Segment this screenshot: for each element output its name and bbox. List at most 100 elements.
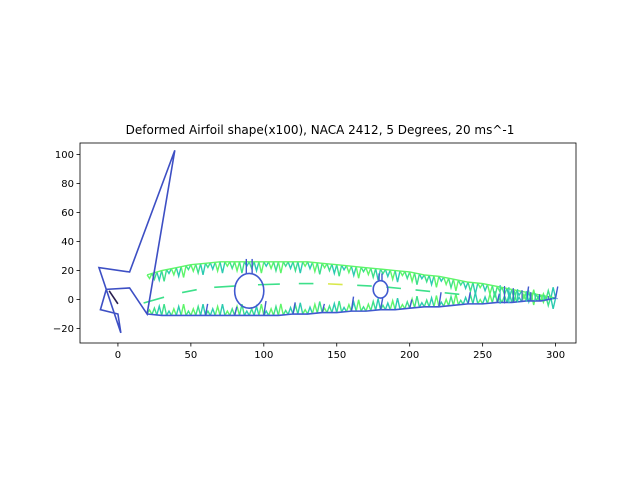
upper-deformation-mark <box>268 261 275 271</box>
upper-deformation-mark <box>316 262 323 275</box>
upper-deformation-mark <box>302 261 309 268</box>
upper-deformation-mark <box>233 261 241 274</box>
lower-deformation-mark <box>229 306 236 316</box>
upper-deformation-mark <box>409 271 416 285</box>
x-tick-label: 0 <box>115 350 121 361</box>
lower-deformation-mark <box>175 303 182 316</box>
y-tick-label: −20 <box>53 324 74 335</box>
lower-deformation-mark <box>287 305 294 315</box>
camber-dash <box>257 283 280 286</box>
upper-deformation-mark <box>481 283 489 293</box>
upper-deformation-mark <box>199 263 207 275</box>
lower-deformation-mark <box>404 299 411 309</box>
x-axis: 0 50 100 150 200 250 300 <box>115 343 565 361</box>
front-wire-dark-segment <box>108 290 119 305</box>
upper-deformation-mark <box>156 270 163 283</box>
lower-deformation-mark <box>550 287 557 300</box>
lower-deformation-mark <box>190 306 197 316</box>
lower-deformation-mark <box>277 303 284 316</box>
front-wire-line <box>97 149 176 334</box>
lower-spike-mark <box>554 286 559 299</box>
lower-deformation-mark <box>418 301 425 308</box>
x-tick-label: 100 <box>254 350 273 361</box>
lower-deformation-mark <box>272 303 280 316</box>
axes-frame <box>79 142 577 344</box>
lower-deformation-mark <box>151 306 158 316</box>
lower-deformation-mark <box>161 304 168 316</box>
upper-deformation-mark <box>447 278 455 291</box>
y-axis: −20 0 20 40 60 80 100 <box>53 150 80 335</box>
upper-deformation-mark <box>413 272 421 285</box>
camber-dash <box>357 284 372 287</box>
upper-deformation-mark <box>360 266 367 274</box>
upper-deformation-mark <box>282 261 289 268</box>
y-tick-label: 100 <box>55 150 74 161</box>
x-tick-label: 50 <box>185 350 198 361</box>
upper-deformation-mark <box>379 268 386 276</box>
upper-deformation-mark <box>535 293 542 301</box>
lower-deformation-mark <box>472 292 479 305</box>
lower-deformation-mark <box>477 298 484 305</box>
lower-spike-mark <box>350 296 355 312</box>
upper-deformation-mark <box>355 266 362 279</box>
upper-deformation-mark <box>161 269 168 282</box>
upper-deformation-mark <box>384 269 391 279</box>
lower-deformation-mark <box>370 298 377 311</box>
lower-deformation-mark <box>423 298 430 308</box>
upper-deformation-mark <box>443 277 450 287</box>
lower-spike-mark <box>496 293 501 303</box>
lower-deformation-mark <box>258 304 265 316</box>
lower-deformation-mark <box>326 303 333 313</box>
upper-deformation-mark <box>350 266 357 279</box>
x-tick-label: 150 <box>327 350 346 361</box>
upper-deformation-mark <box>175 266 182 279</box>
series-group <box>97 149 559 334</box>
upper-deformation-mark <box>253 261 260 274</box>
upper-deformation-mark <box>374 268 382 281</box>
lower-deformation-mark <box>457 298 464 306</box>
y-tick-label: 80 <box>61 179 74 190</box>
lower-deformation-mark <box>481 294 489 305</box>
upper-deformation-mark <box>321 262 328 270</box>
y-tick-label: 0 <box>68 295 74 306</box>
lower-deformation-mark <box>433 295 440 307</box>
upper-deformation-mark <box>399 270 406 278</box>
camber-dash <box>181 288 197 294</box>
lower-spike-mark <box>409 299 413 309</box>
lower-deformation-mark <box>331 300 338 313</box>
lower-deformation-mark <box>243 309 250 316</box>
lower-spike-mark <box>379 297 384 310</box>
lower-spike-mark <box>233 306 238 316</box>
upper-deformation-mark <box>423 274 430 284</box>
x-tick-label: 250 <box>473 350 492 361</box>
lower-spike-mark <box>321 303 326 313</box>
y-tick-label: 20 <box>61 266 74 277</box>
upper-deformation-mark <box>331 264 338 277</box>
lower-deformation-mark <box>219 304 226 316</box>
lower-deformation-mark <box>535 295 542 302</box>
lower-deformation-mark <box>447 293 455 306</box>
lower-deformation-mark <box>306 305 314 315</box>
lower-deformation-mark <box>511 290 518 303</box>
upper-surface-line <box>146 261 556 299</box>
lower-spike-mark <box>292 302 296 315</box>
lower-deformation-mark <box>185 309 192 316</box>
upper-deformation-mark <box>340 264 348 272</box>
lower-deformation-mark <box>486 291 494 304</box>
upper-deformation-mark <box>491 285 498 298</box>
upper-deformation-mark <box>428 275 435 288</box>
y-tick-label: 40 <box>61 237 74 248</box>
upper-deformation-mark <box>185 264 192 271</box>
upper-deformation-mark <box>151 271 158 282</box>
upper-deformation-mark <box>209 262 216 272</box>
upper-deformation-mark <box>204 262 211 269</box>
upper-deformation-mark <box>277 261 284 274</box>
upper-deformation-mark <box>336 264 343 277</box>
lower-deformation-mark <box>170 306 177 316</box>
lower-deformation-mark <box>399 303 406 310</box>
lower-deformation-mark <box>238 304 246 316</box>
lower-deformation-mark <box>360 305 367 312</box>
upper-deformation-mark <box>306 261 314 271</box>
lower-deformation-mark <box>165 309 173 316</box>
lower-deformation-mark <box>180 304 187 316</box>
